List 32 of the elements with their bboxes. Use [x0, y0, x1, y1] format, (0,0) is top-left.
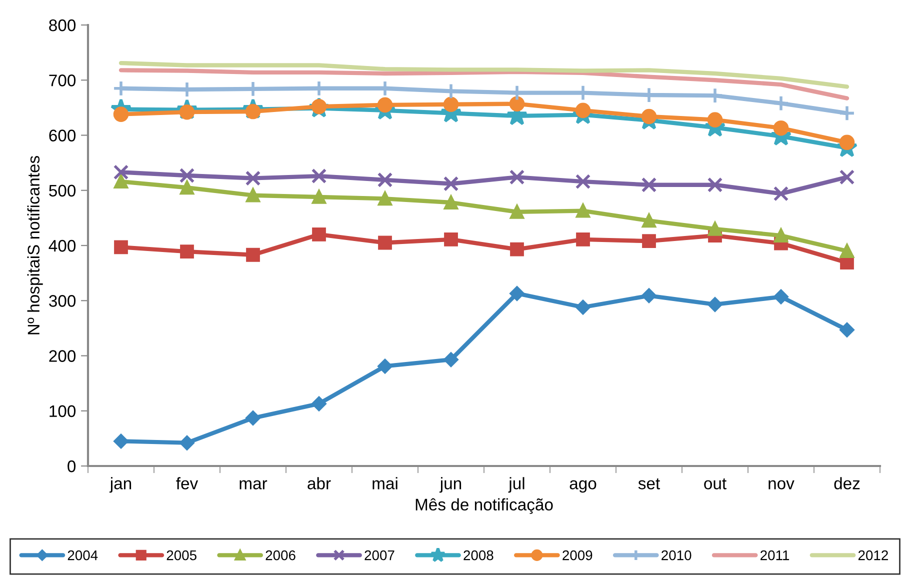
- y-tick-label: 0: [68, 460, 76, 472]
- x-tick-label: fev: [176, 477, 198, 490]
- x-tick-label: jan: [109, 477, 132, 493]
- x-tick-label: out: [704, 478, 726, 490]
- x-tick-label: ago: [570, 480, 596, 493]
- legend-label: 2004: [68, 550, 98, 560]
- legend-label: 2007: [364, 550, 394, 560]
- x-tick-label: nov: [768, 480, 794, 490]
- y-tick-label: 500: [49, 184, 76, 197]
- y-tick-label: 100: [50, 405, 76, 418]
- x-tick-label: dez: [834, 477, 860, 490]
- legend-label: 2006: [266, 550, 296, 560]
- x-axis-title: Mês de notificação: [416, 498, 553, 514]
- legend-label: 2009: [562, 550, 592, 560]
- y-tick-label: 200: [49, 350, 76, 362]
- legend-label: 2005: [166, 550, 196, 560]
- x-tick-label: mar: [240, 480, 268, 490]
- legend-label: 2012: [858, 550, 888, 560]
- y-tick-label: 400: [48, 240, 76, 252]
- x-tick-label: abr: [308, 477, 331, 490]
- x-tick-label: set: [638, 478, 660, 490]
- x-tick-label: jul: [508, 477, 524, 493]
- legend-label: 2010: [662, 550, 692, 560]
- x-tick-label: jun: [439, 477, 462, 493]
- y-axis-title: Nº hospitaiS notificantes: [27, 156, 43, 334]
- y-tick-label: 600: [49, 130, 76, 142]
- y-tick-label: 700: [49, 74, 76, 86]
- x-tick-label: mai: [372, 477, 398, 490]
- y-tick-label: 300: [49, 295, 76, 307]
- y-tick-label: 800: [49, 19, 76, 32]
- legend-label: 2008: [464, 550, 494, 560]
- legend-label: 2011: [760, 550, 790, 560]
